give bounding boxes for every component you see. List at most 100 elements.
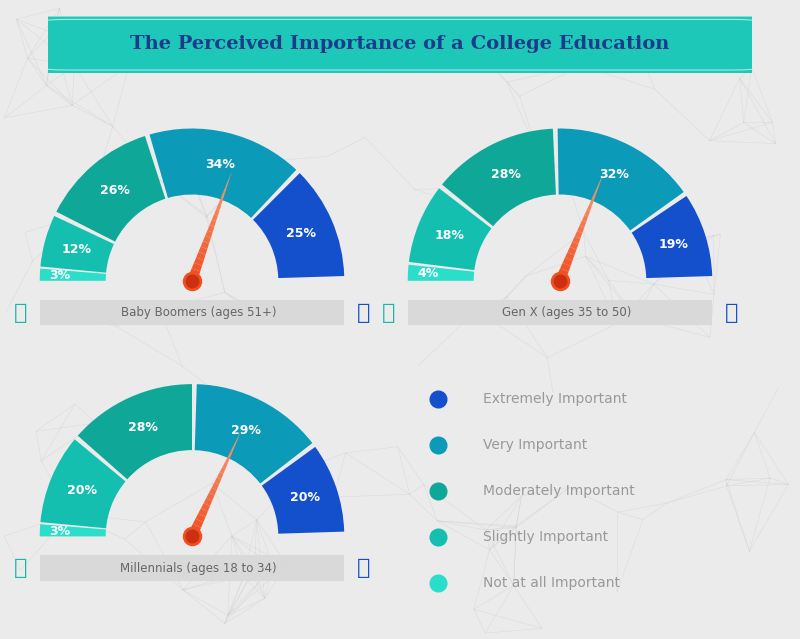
Polygon shape xyxy=(594,189,598,195)
Text: 28%: 28% xyxy=(491,168,522,181)
Polygon shape xyxy=(572,236,580,244)
FancyBboxPatch shape xyxy=(408,300,712,325)
Polygon shape xyxy=(223,187,226,194)
Text: 29%: 29% xyxy=(231,424,261,436)
Text: 👎: 👎 xyxy=(14,558,27,578)
Polygon shape xyxy=(234,441,237,447)
Text: Moderately Important: Moderately Important xyxy=(482,484,634,498)
Text: 3%: 3% xyxy=(49,269,70,282)
Polygon shape xyxy=(579,220,586,227)
Wedge shape xyxy=(558,128,684,231)
Text: Slightly Important: Slightly Important xyxy=(482,530,608,544)
Text: 👍: 👍 xyxy=(357,302,370,323)
Polygon shape xyxy=(577,226,584,233)
Wedge shape xyxy=(150,128,296,218)
Polygon shape xyxy=(209,488,217,495)
Wedge shape xyxy=(253,173,344,278)
Polygon shape xyxy=(602,173,604,178)
Wedge shape xyxy=(262,447,344,534)
Polygon shape xyxy=(198,509,208,517)
Polygon shape xyxy=(216,203,222,210)
Polygon shape xyxy=(205,231,213,238)
Polygon shape xyxy=(570,242,578,250)
Text: 28%: 28% xyxy=(128,421,158,434)
Text: 👎: 👎 xyxy=(382,302,395,323)
Polygon shape xyxy=(201,242,209,249)
Polygon shape xyxy=(194,258,204,266)
Polygon shape xyxy=(582,215,588,222)
Polygon shape xyxy=(207,225,214,233)
Polygon shape xyxy=(560,263,570,272)
Polygon shape xyxy=(584,210,590,217)
Polygon shape xyxy=(187,529,199,539)
Polygon shape xyxy=(238,431,242,436)
Polygon shape xyxy=(195,514,206,522)
Wedge shape xyxy=(40,216,114,273)
Text: 25%: 25% xyxy=(286,227,317,240)
Polygon shape xyxy=(586,204,592,211)
Text: Not at all Important: Not at all Important xyxy=(482,576,620,590)
Wedge shape xyxy=(632,196,712,278)
Text: 20%: 20% xyxy=(290,491,320,504)
Polygon shape xyxy=(217,472,223,479)
Text: Very Important: Very Important xyxy=(482,438,587,452)
Wedge shape xyxy=(56,136,166,242)
Text: 34%: 34% xyxy=(205,158,234,171)
Polygon shape xyxy=(225,456,230,463)
Text: Millennials (ages 18 to 34): Millennials (ages 18 to 34) xyxy=(120,562,277,574)
Text: 3%: 3% xyxy=(49,525,70,537)
Polygon shape xyxy=(565,252,574,261)
Polygon shape xyxy=(226,182,229,188)
Text: 19%: 19% xyxy=(658,238,689,250)
FancyBboxPatch shape xyxy=(40,300,344,325)
Wedge shape xyxy=(442,128,556,226)
Polygon shape xyxy=(230,446,234,452)
Text: 👍: 👍 xyxy=(357,558,370,578)
Wedge shape xyxy=(40,524,106,536)
Polygon shape xyxy=(590,199,594,206)
Text: 12%: 12% xyxy=(62,243,92,256)
Text: Baby Boomers (ages 51+): Baby Boomers (ages 51+) xyxy=(121,306,276,319)
Polygon shape xyxy=(196,252,206,260)
Polygon shape xyxy=(210,220,216,227)
Polygon shape xyxy=(218,198,223,204)
Text: 👍: 👍 xyxy=(725,302,738,323)
Polygon shape xyxy=(190,268,200,277)
Polygon shape xyxy=(192,263,202,272)
Polygon shape xyxy=(562,258,573,266)
Wedge shape xyxy=(408,265,474,281)
Polygon shape xyxy=(222,462,228,468)
Polygon shape xyxy=(214,209,220,216)
Text: 4%: 4% xyxy=(417,267,438,281)
Polygon shape xyxy=(555,273,566,282)
Text: 26%: 26% xyxy=(99,183,130,197)
Polygon shape xyxy=(592,194,596,200)
Polygon shape xyxy=(214,477,222,484)
Polygon shape xyxy=(599,178,602,183)
Polygon shape xyxy=(203,498,212,506)
Polygon shape xyxy=(574,231,582,238)
Polygon shape xyxy=(221,193,225,199)
Polygon shape xyxy=(206,493,214,501)
Polygon shape xyxy=(228,451,232,458)
Polygon shape xyxy=(597,183,600,189)
Wedge shape xyxy=(78,384,192,479)
Wedge shape xyxy=(40,440,126,528)
Wedge shape xyxy=(409,189,491,270)
Polygon shape xyxy=(190,524,201,533)
Text: The Perceived Importance of a College Education: The Perceived Importance of a College Ed… xyxy=(130,35,670,52)
Polygon shape xyxy=(558,268,569,277)
Polygon shape xyxy=(198,247,207,255)
Polygon shape xyxy=(201,503,210,512)
Wedge shape xyxy=(40,268,106,281)
Text: 👎: 👎 xyxy=(14,302,27,323)
Wedge shape xyxy=(194,384,312,484)
FancyBboxPatch shape xyxy=(13,15,787,74)
Polygon shape xyxy=(567,247,577,255)
Text: 32%: 32% xyxy=(598,168,629,181)
Polygon shape xyxy=(193,519,203,528)
Text: Extremely Important: Extremely Important xyxy=(482,392,626,406)
Text: 18%: 18% xyxy=(434,229,465,242)
Polygon shape xyxy=(220,467,226,473)
Text: 20%: 20% xyxy=(66,484,97,497)
